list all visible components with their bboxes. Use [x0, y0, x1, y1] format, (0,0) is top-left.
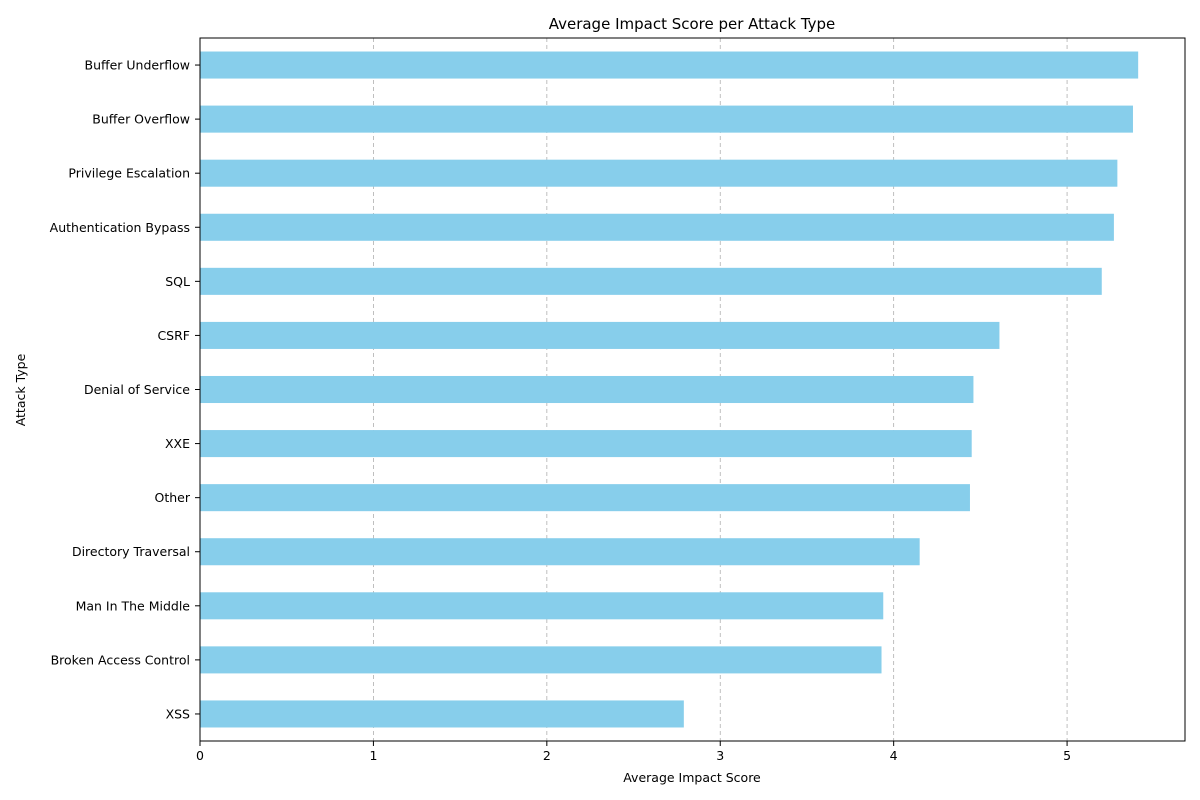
bar: [200, 159, 1118, 187]
x-tick-label: 2: [543, 748, 551, 763]
bar: [200, 321, 1000, 349]
y-tick-label: CSRF: [157, 328, 190, 343]
x-tick-label: 1: [369, 748, 377, 763]
x-tick-label: 3: [716, 748, 724, 763]
chart-title: Average Impact Score per Attack Type: [549, 15, 836, 33]
y-axis-ticks: XSS Broken Access Control Man In The Middl…: [50, 58, 200, 721]
bar: [200, 213, 1114, 241]
bars: [200, 51, 1139, 728]
y-tick-label: XSS: [166, 706, 190, 721]
y-tick-label: Man In The Middle: [76, 598, 191, 613]
x-tick-label: 4: [890, 748, 898, 763]
y-tick-label: Buffer Underflow: [85, 58, 191, 73]
y-tick-label: Authentication Bypass: [50, 220, 190, 235]
bar: [200, 267, 1102, 295]
y-tick-label: Buffer Overflow: [92, 112, 190, 127]
y-tick-label: Broken Access Control: [51, 652, 190, 667]
y-tick-label: SQL: [165, 274, 190, 289]
y-tick-label: Privilege Escalation: [68, 166, 190, 181]
y-tick-label: Other: [155, 490, 191, 505]
bar: [200, 700, 684, 728]
y-axis-label: Attack Type: [13, 353, 28, 426]
bar: [200, 375, 974, 404]
bar: [200, 105, 1133, 133]
bar: [200, 430, 972, 458]
x-tick-label: 5: [1063, 748, 1071, 763]
bar: [200, 538, 920, 566]
bar: [200, 592, 884, 620]
y-tick-label: XXE: [165, 436, 190, 451]
x-axis-ticks: 0 1 2 3 4 5: [196, 741, 1071, 763]
x-tick-label: 0: [196, 748, 204, 763]
bar: [200, 646, 882, 674]
y-tick-label: Denial of Service: [84, 382, 190, 397]
bar: [200, 484, 970, 512]
x-axis-label: Average Impact Score: [623, 770, 761, 785]
bar: [200, 51, 1139, 79]
y-tick-label: Directory Traversal: [72, 544, 190, 559]
